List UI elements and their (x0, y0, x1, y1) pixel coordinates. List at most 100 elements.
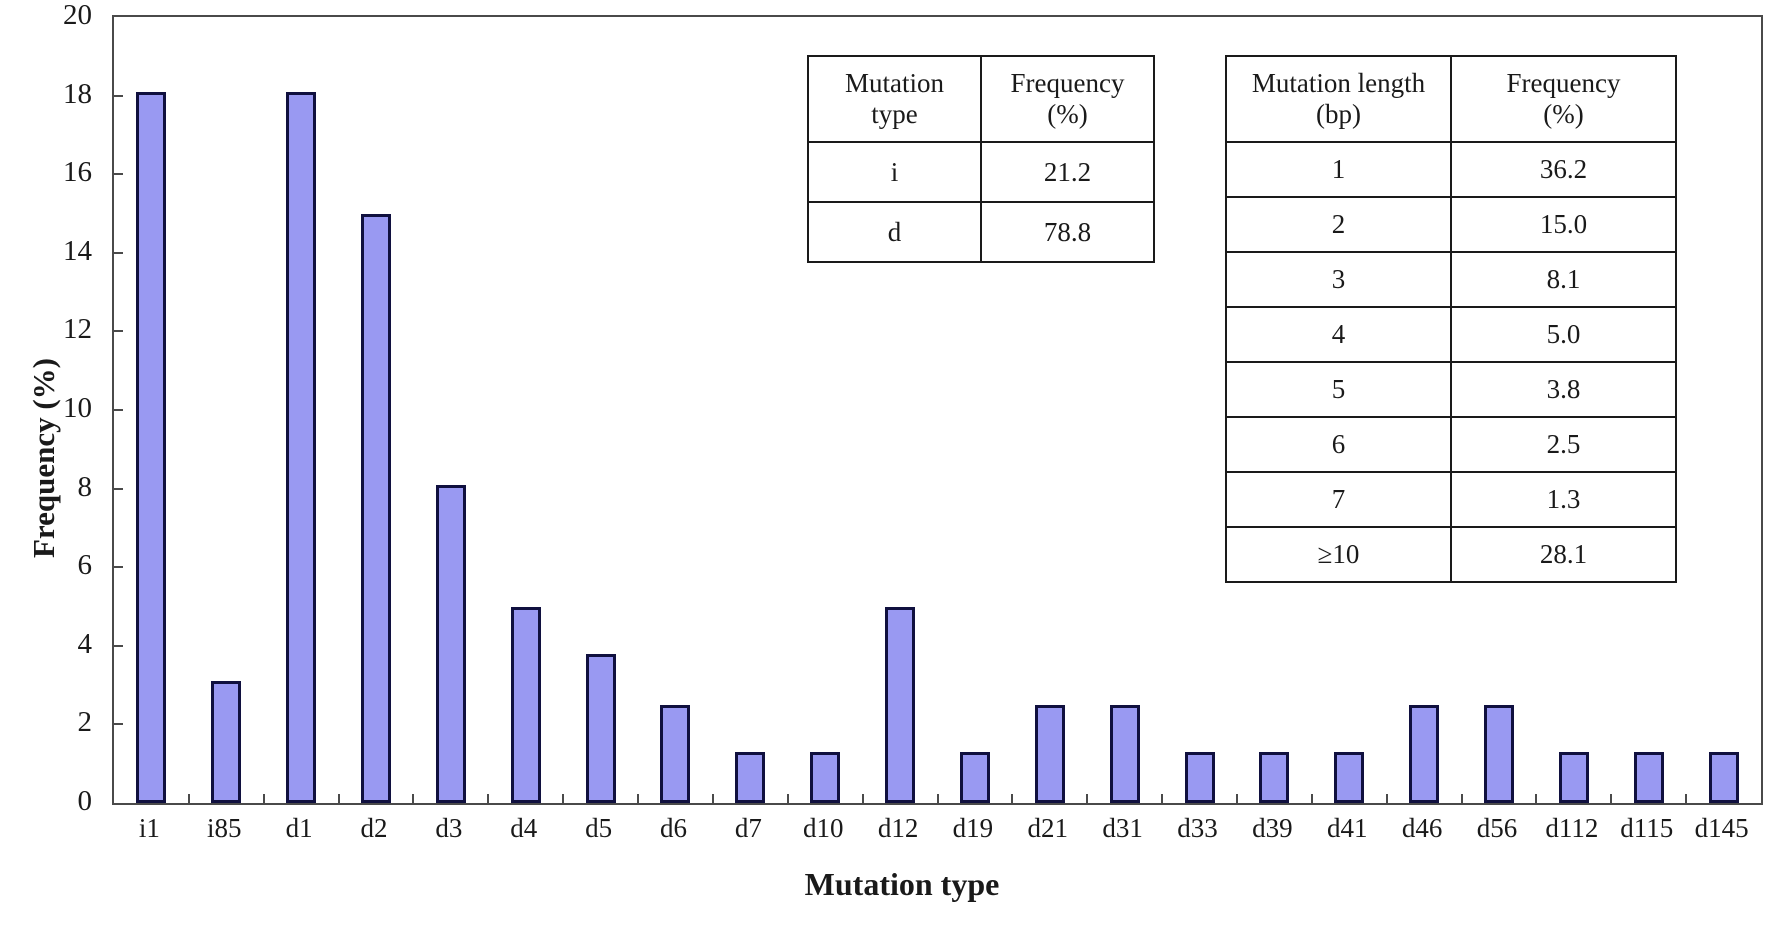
x-tick (637, 794, 640, 803)
table-row: d 78.8 (807, 201, 1155, 263)
bar-d56 (1483, 704, 1514, 803)
header-cell: Frequency (%) (1450, 55, 1677, 143)
cell: i (807, 141, 982, 203)
x-tick (1685, 794, 1688, 803)
x-tick (1610, 794, 1613, 803)
x-tick (1460, 794, 1463, 803)
y-tick-label: 0 (77, 785, 93, 817)
x-tick (262, 794, 265, 803)
y-tick-label: 12 (63, 313, 92, 346)
bar-d10 (810, 751, 841, 803)
y-tick-label: 8 (77, 470, 93, 503)
mutation-length-table: Mutation length (bp) Frequency (%) 1 36.2 2 15.… (1225, 55, 1677, 583)
x-tick (1535, 794, 1538, 803)
table-row: i 21.2 (807, 141, 1155, 203)
x-tick-label-d112: d112 (1545, 813, 1599, 843)
table-row: 1 36.2 (1225, 141, 1677, 198)
x-tick-label-i1: i1 (138, 813, 160, 843)
bar-d115 (1633, 751, 1664, 803)
y-axis-title: Frequency (%) (26, 357, 61, 559)
x-tick-label-d115: d115 (1620, 813, 1674, 843)
x-tick (412, 794, 415, 803)
y-tick (114, 566, 123, 569)
y-tick (114, 723, 123, 726)
y-tick (114, 644, 123, 647)
x-tick-label-d39: d39 (1252, 813, 1293, 843)
table-header-row: Mutation length (bp) Frequency (%) (1225, 55, 1677, 143)
bar-d12 (885, 606, 916, 803)
cell: 4 (1225, 306, 1452, 363)
x-tick-label-d33: d33 (1177, 813, 1218, 843)
y-tick (114, 173, 123, 176)
bar-d3 (435, 484, 466, 803)
y-tick (114, 251, 123, 254)
header-cell: Mutation type (807, 55, 982, 143)
cell: 21.2 (980, 141, 1155, 203)
x-tick-label-d7: d7 (734, 813, 762, 843)
bar-d145 (1708, 751, 1739, 803)
x-tick-label-d145: d145 (1694, 813, 1749, 843)
bar-d33 (1184, 751, 1215, 803)
x-tick (1161, 794, 1164, 803)
bar-i1 (136, 91, 167, 803)
bar-d2 (361, 213, 392, 803)
x-tick (337, 794, 340, 803)
x-tick-label-d3: d3 (435, 813, 463, 843)
bar-d4 (510, 606, 541, 803)
y-tick-label: 10 (63, 392, 92, 424)
header-cell: Mutation length (bp) (1225, 55, 1452, 143)
cell: 7 (1225, 471, 1452, 528)
bar-d7 (735, 751, 766, 803)
header-cell: Frequency (%) (980, 55, 1155, 143)
cell: ≥10 (1225, 526, 1452, 583)
cell: 1.3 (1450, 471, 1677, 528)
cell: 5.0 (1450, 306, 1677, 363)
table-row: 7 1.3 (1225, 471, 1677, 528)
x-tick-label-d19: d19 (952, 813, 994, 843)
x-tick (1385, 794, 1388, 803)
x-tick-label-d41: d41 (1327, 813, 1368, 843)
x-tick (936, 794, 939, 803)
y-tick-label: 2 (77, 706, 93, 739)
table-header-row: Mutation type Frequency (%) (807, 55, 1155, 143)
bar-i85 (211, 681, 242, 803)
cell: 6 (1225, 416, 1452, 473)
bar-d46 (1409, 704, 1440, 803)
x-tick-label-d31: d31 (1102, 813, 1143, 843)
x-tick-label-d46: d46 (1401, 813, 1443, 843)
x-tick-label-i85: i85 (207, 813, 242, 843)
x-tick (187, 794, 190, 803)
bar-d5 (585, 653, 616, 803)
y-tick (114, 409, 123, 411)
x-tick-label-d21: d21 (1027, 813, 1069, 843)
table-row: 3 8.1 (1225, 251, 1677, 308)
cell: 15.0 (1450, 196, 1677, 253)
bar-d6 (660, 704, 691, 803)
x-tick-label-d2: d2 (360, 813, 388, 843)
bar-d41 (1334, 751, 1365, 803)
cell: 36.2 (1450, 141, 1677, 198)
x-tick-label-d5: d5 (585, 813, 613, 843)
y-tick (114, 330, 123, 333)
table-row: 5 3.8 (1225, 361, 1677, 418)
x-tick-label-d1: d1 (285, 813, 313, 843)
x-tick (861, 794, 864, 803)
bar-d112 (1558, 751, 1589, 803)
x-axis-title: Mutation type (804, 866, 1000, 902)
cell: 8.1 (1450, 251, 1677, 308)
cell: 5 (1225, 361, 1452, 418)
cell: 78.8 (980, 201, 1155, 263)
bar-d19 (959, 751, 990, 803)
x-tick (1310, 794, 1313, 803)
table-row: ≥10 28.1 (1225, 526, 1677, 583)
table-row: 4 5.0 (1225, 306, 1677, 363)
x-tick (1086, 794, 1089, 803)
x-tick (1235, 794, 1238, 803)
x-tick (1011, 794, 1014, 803)
bar-d31 (1109, 704, 1140, 803)
y-tick-label: 4 (77, 627, 93, 660)
y-tick (114, 487, 123, 490)
bar-d39 (1259, 751, 1290, 803)
y-tick-label: 6 (77, 549, 93, 582)
